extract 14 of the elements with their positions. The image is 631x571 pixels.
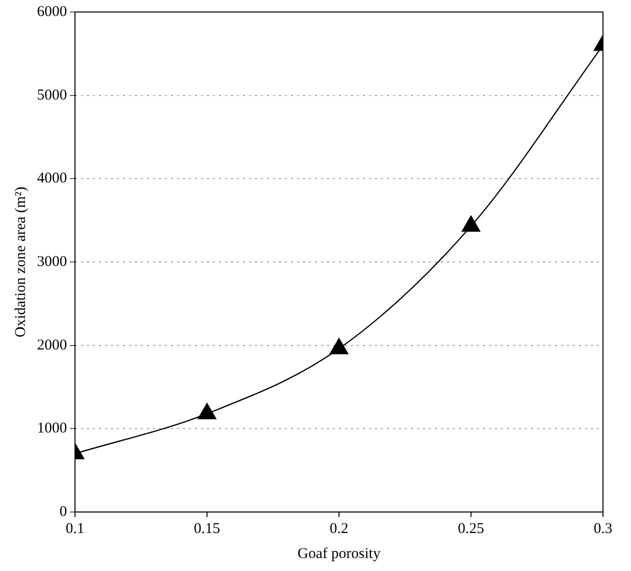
y-tick-label: 4000 (37, 170, 67, 187)
x-tick-label: 0.1 (66, 520, 84, 537)
y-tick-label: 5000 (37, 87, 67, 104)
x-tick-label: 0.3 (594, 520, 612, 537)
x-tick-label: 0.25 (458, 520, 484, 537)
y-axis-title: Oxidation zone area (m²) (12, 186, 29, 338)
y-tick-label: 0 (60, 504, 67, 520)
y-tick-label: 1000 (37, 420, 67, 437)
x-tick-label: 0.2 (330, 520, 348, 537)
y-tick-label: 6000 (37, 4, 67, 20)
y-tick-label: 3000 (37, 254, 67, 270)
x-axis-title: Goaf porosity (298, 546, 381, 562)
x-tick-label: 0.15 (194, 520, 220, 537)
y-tick-label: 2000 (37, 337, 67, 354)
